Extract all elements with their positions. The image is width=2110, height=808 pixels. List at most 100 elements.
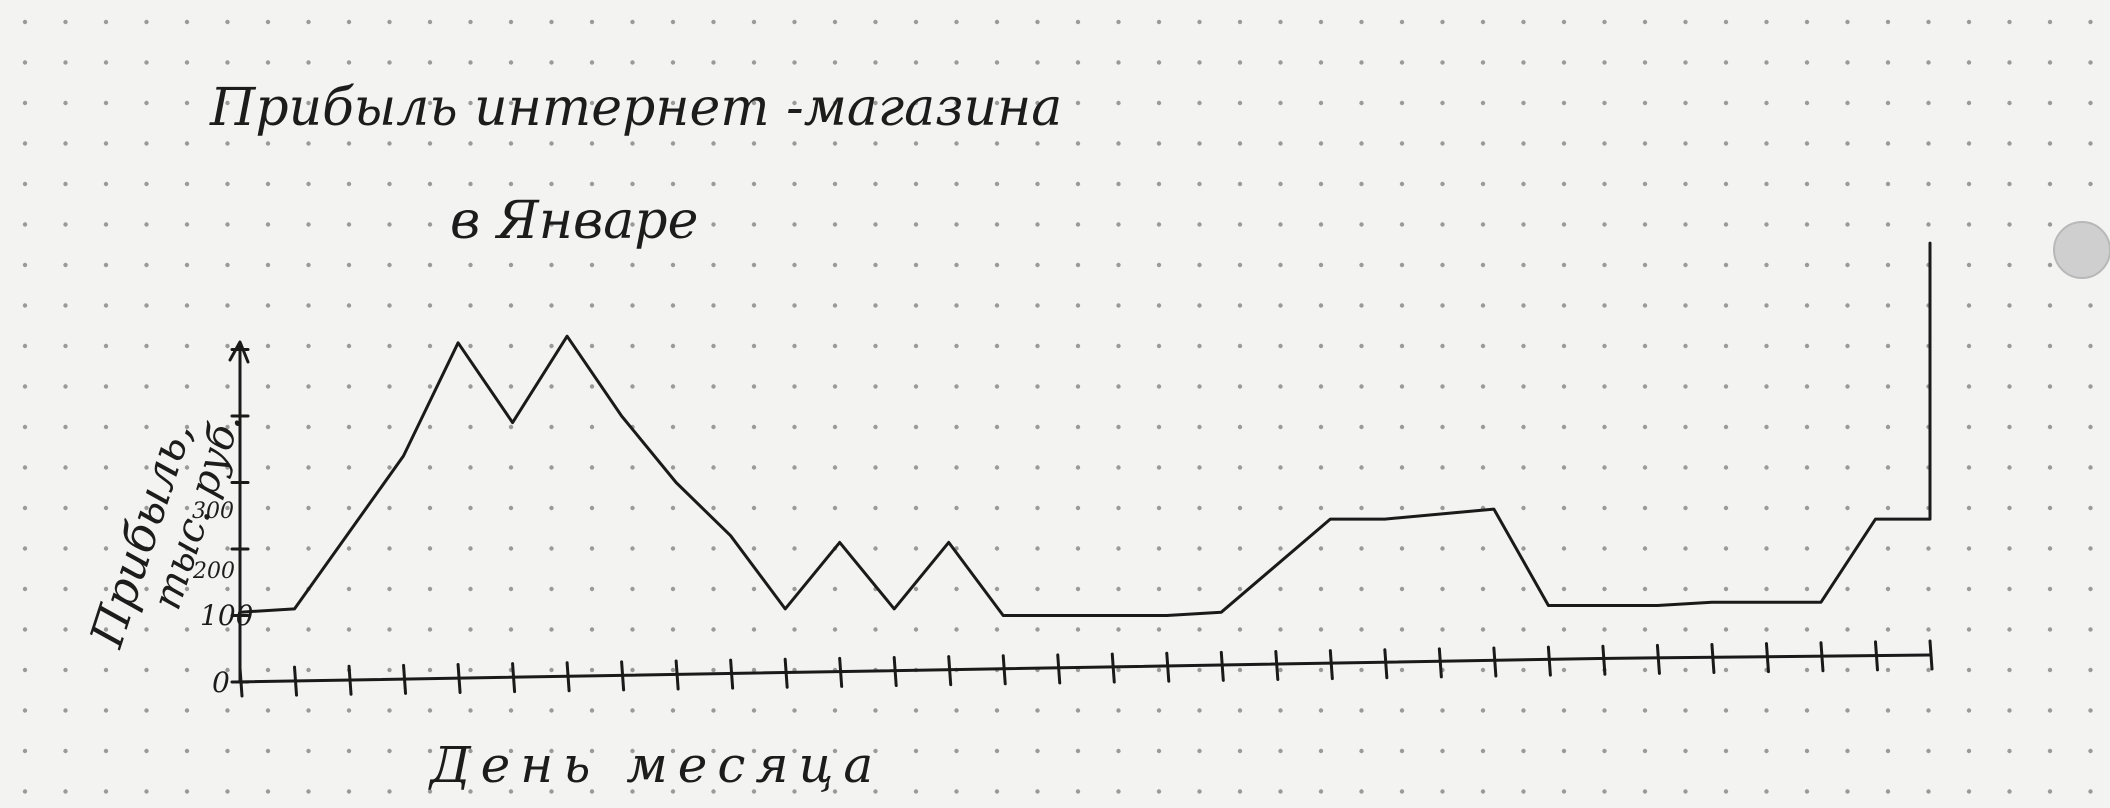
paper-dot [1318, 384, 1324, 389]
paper-dot [1642, 789, 1648, 794]
paper-dot [346, 60, 352, 65]
paper-dot [792, 465, 797, 470]
paper-dot [1804, 181, 1810, 187]
paper-dot [1602, 19, 1607, 25]
paper-dot [751, 748, 757, 754]
paper-dot [1237, 19, 1243, 25]
paper-dot [873, 141, 878, 146]
x-tick [1437, 647, 1443, 679]
paper-dot [670, 100, 676, 106]
paper-dot [1399, 303, 1405, 308]
paper-dot [265, 586, 271, 592]
paper-dot [1521, 586, 1526, 592]
paper-dot [1359, 100, 1364, 106]
paper-dot [225, 789, 230, 794]
paper-dot [1561, 627, 1567, 632]
paper-dot [387, 586, 392, 592]
paper-dot [1480, 60, 1486, 65]
paper-dot [873, 505, 878, 511]
paper-dot [2088, 708, 2093, 713]
paper-dot [913, 100, 919, 106]
paper-dot [1480, 19, 1486, 25]
paper-dot [1642, 748, 1648, 754]
paper-dot [1683, 19, 1688, 25]
paper-dot [265, 546, 271, 551]
paper-dot [63, 222, 68, 227]
paper-dot [913, 505, 919, 511]
paper-dot [225, 627, 230, 632]
paper-dot [144, 627, 149, 632]
paper-dot [670, 708, 676, 713]
paper-dot [1399, 546, 1405, 551]
paper-dot [1642, 384, 1648, 389]
paper-dot [346, 303, 352, 308]
paper-dot [1035, 19, 1040, 25]
paper-dot [1440, 19, 1445, 25]
paper-dot [1764, 505, 1769, 511]
x-tick [1764, 642, 1770, 674]
paper-dot [1845, 667, 1850, 673]
paper-dot [1359, 748, 1364, 754]
paper-dot [954, 262, 959, 268]
paper-dot [1399, 465, 1405, 470]
paper-dot [22, 667, 28, 673]
paper-dot [1804, 222, 1810, 227]
paper-dot [1521, 546, 1526, 551]
paper-dot [63, 546, 68, 551]
paper-dot [1683, 222, 1688, 227]
x-tick [456, 663, 462, 695]
paper-dot [1399, 60, 1405, 65]
paper-dot [1075, 222, 1081, 227]
paper-dot [832, 708, 838, 713]
x-tick [1546, 645, 1552, 677]
paper-dot [1602, 424, 1607, 430]
paper-dot [670, 667, 676, 673]
paper-dot [144, 141, 149, 146]
paper-dot [1966, 708, 1972, 713]
paper-dot [508, 181, 514, 187]
paper-dot [549, 424, 554, 430]
paper-dot [1845, 181, 1850, 187]
paper-dot [1885, 303, 1891, 308]
paper-dot [1035, 748, 1040, 754]
paper-dot [549, 19, 554, 25]
paper-dot [1926, 667, 1931, 673]
paper-dot [549, 303, 554, 308]
paper-dot [1845, 384, 1850, 389]
paper-dot [792, 627, 797, 632]
paper-dot [103, 748, 109, 754]
paper-dot [184, 303, 190, 308]
paper-dot [1035, 60, 1040, 65]
paper-dot [184, 586, 190, 592]
paper-dot [346, 627, 352, 632]
paper-dot [1926, 748, 1931, 754]
paper-dot [265, 424, 271, 430]
paper-dot [994, 19, 1000, 25]
paper-dot [913, 343, 919, 349]
paper-dot [387, 789, 392, 794]
paper-dot [1399, 586, 1405, 592]
paper-dot [792, 586, 797, 592]
paper-dot [2088, 505, 2093, 511]
paper-dot [711, 222, 716, 227]
paper-dot [265, 667, 271, 673]
paper-dot [1035, 262, 1040, 268]
paper-dot [22, 505, 28, 511]
paper-dot [751, 222, 757, 227]
paper-dot [1561, 586, 1567, 592]
paper-dot [792, 748, 797, 754]
paper-dot [630, 505, 635, 511]
paper-dot [184, 465, 190, 470]
series-line [238, 241, 1932, 617]
paper-dot [1480, 546, 1486, 551]
paper-dot [2047, 303, 2053, 308]
paper-dot [1602, 708, 1607, 713]
paper-dot [1359, 667, 1364, 673]
paper-dot [468, 60, 473, 65]
paper-dot [1926, 181, 1931, 187]
paper-dot [306, 19, 311, 25]
paper-dot [873, 384, 878, 389]
y-tick-label-300: 300 [192, 499, 234, 524]
paper-dot [1278, 343, 1283, 349]
paper-dot [1521, 19, 1526, 25]
